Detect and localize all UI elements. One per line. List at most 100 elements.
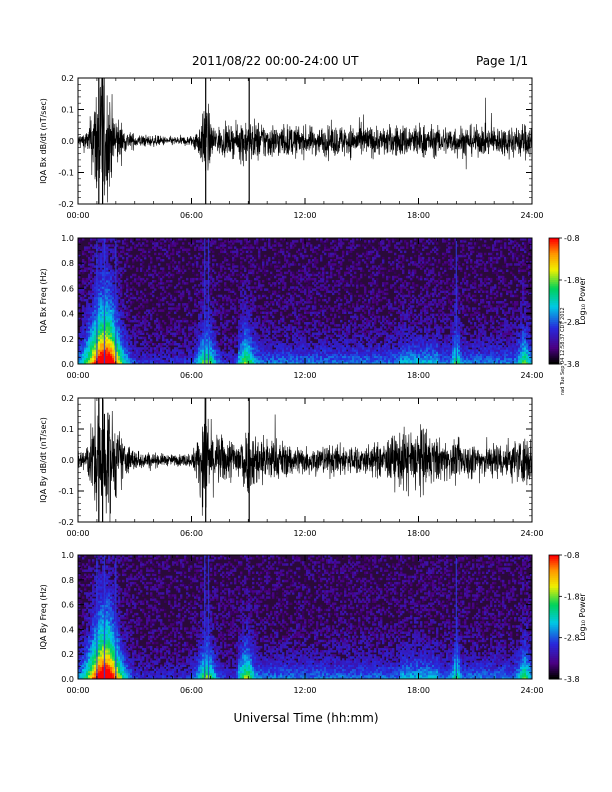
spectrogram-cell — [276, 361, 279, 364]
spectrogram-cell — [92, 265, 95, 268]
spectrogram-cell — [228, 296, 231, 300]
spectrogram-cell — [102, 328, 105, 331]
spectrogram-cell — [118, 292, 121, 296]
spectrogram-cell — [86, 351, 89, 354]
spectrogram-cell — [260, 359, 263, 363]
spectrogram-cell — [260, 353, 263, 356]
spectrogram-cell — [200, 277, 203, 281]
spectrogram-cell — [146, 244, 149, 247]
spectrogram-cell — [226, 357, 229, 361]
spectrogram-cell — [90, 303, 93, 306]
spectrogram-cell — [172, 349, 175, 352]
spectrogram-cell — [206, 271, 209, 275]
spectrogram-cell — [108, 347, 111, 350]
spectrogram-cell — [140, 277, 143, 281]
spectrogram-cell — [354, 359, 357, 363]
spectrogram-cell — [100, 349, 103, 352]
spectrogram-cell — [172, 256, 175, 260]
spectrogram-cell — [146, 292, 149, 296]
spectrogram-cell — [288, 361, 291, 364]
spectrogram-cell — [350, 315, 353, 319]
spectrogram-cell — [214, 286, 217, 289]
spectrogram-cell — [130, 347, 133, 350]
spectrogram-cell — [120, 334, 123, 338]
spectrogram-cell — [90, 347, 93, 350]
spectrogram-cell — [320, 286, 323, 289]
spectrogram-cell — [274, 326, 277, 329]
spectrogram-cell — [138, 359, 141, 363]
spectrogram-cell — [350, 296, 353, 300]
spectrogram-cell — [346, 267, 349, 270]
y-tick-label: 0.0 — [61, 137, 74, 146]
spectrogram-cell — [344, 288, 347, 291]
spectrogram-cell — [244, 317, 247, 321]
spectrogram-cell — [94, 301, 97, 304]
spectrogram-cell — [126, 238, 129, 241]
spectrogram-cell — [228, 319, 231, 323]
spectrogram-cell — [338, 238, 341, 241]
spectrogram-cell — [110, 248, 113, 251]
spectrogram-cell — [126, 334, 129, 338]
spectrogram-cell — [186, 319, 189, 323]
spectrogram-cell — [240, 271, 243, 275]
spectrogram-cell — [228, 254, 231, 258]
spectrogram-cell — [116, 349, 119, 352]
spectrogram-cell — [138, 351, 141, 354]
spectrogram-cell — [78, 280, 81, 283]
spectrogram-cell — [94, 347, 97, 350]
spectrogram-cell — [88, 349, 91, 352]
spectrogram-cell — [212, 343, 215, 346]
spectrogram-cell — [296, 334, 299, 338]
spectrogram-cell — [162, 246, 165, 249]
spectrogram-cell — [242, 319, 245, 323]
spectrogram-cell — [82, 334, 85, 338]
spectrogram-cell — [352, 324, 355, 327]
spectrogram-cell — [334, 244, 337, 247]
spectrogram-cell — [156, 349, 159, 352]
spectrogram-cell — [256, 324, 259, 327]
spectrogram-cell — [82, 259, 85, 262]
spectrogram-cell — [292, 349, 295, 352]
spectrogram-cell — [248, 311, 251, 314]
spectrogram-cell — [282, 240, 285, 243]
spectrogram-cell — [104, 246, 107, 249]
spectrogram-cell — [86, 355, 89, 359]
spectrogram-cell — [198, 240, 201, 243]
spectrogram-cell — [246, 332, 249, 335]
spectrogram-cell — [208, 256, 211, 260]
spectrogram-cell — [136, 238, 139, 241]
spectrogram-cell — [88, 305, 91, 308]
spectrogram-cell — [314, 326, 317, 329]
spectrogram-cell — [262, 361, 265, 364]
spectrogram-cell — [246, 343, 249, 346]
spectrogram-cell — [102, 298, 105, 302]
spectrogram-cell — [140, 244, 143, 247]
spectrogram-cell — [160, 248, 163, 251]
spectrogram-cell — [240, 267, 243, 270]
spectrogram-cell — [310, 353, 313, 356]
spectrogram-cell — [270, 271, 273, 275]
spectrogram-cell — [250, 353, 253, 356]
spectrogram-cell — [342, 259, 345, 262]
spectrogram-cell — [326, 256, 329, 260]
spectrogram-cell — [122, 311, 125, 314]
spectrogram-cell — [110, 319, 113, 323]
spectrogram-cell — [194, 254, 197, 258]
spectrogram-cell — [174, 347, 177, 350]
spectrogram-cell — [210, 330, 213, 333]
spectrogram-cell — [88, 347, 91, 350]
spectrogram-cell — [240, 355, 243, 359]
spectrogram-cell — [128, 336, 131, 340]
spectrogram-cell — [202, 345, 205, 348]
spectrogram-cell — [182, 317, 185, 321]
spectrogram-cell — [134, 345, 137, 348]
spectrogram-cell — [164, 355, 167, 359]
spectrogram-cell — [92, 349, 95, 352]
spectrogram-cell — [156, 347, 159, 350]
spectrogram-cell — [120, 292, 123, 296]
spectrogram-cell — [196, 265, 199, 268]
spectrogram-cell — [240, 332, 243, 335]
spectrogram-cell — [214, 330, 217, 333]
spectrogram-cell — [118, 330, 121, 333]
spectrogram-cell — [242, 273, 245, 277]
